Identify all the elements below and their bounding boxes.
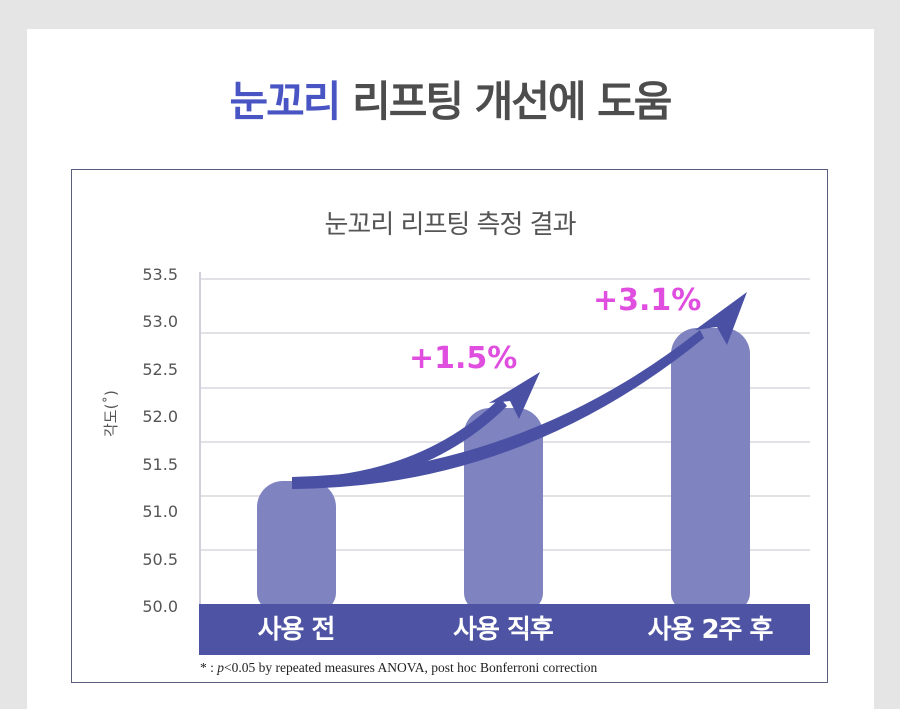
footnote: * : p<0.05 by repeated measures ANOVA, p…: [200, 660, 597, 676]
y-tick: 50.0: [142, 597, 178, 616]
headline-rest: 리프팅 개선에 도움: [339, 77, 672, 126]
category-label: 사용 전: [257, 615, 336, 645]
increase-annotation-1: +1.5%: [409, 341, 518, 376]
page-headline: 눈꼬리 리프팅 개선에 도움: [0, 72, 900, 132]
gridline: [201, 332, 810, 334]
y-tick: 52.0: [142, 407, 178, 426]
y-tick: 52.5: [142, 360, 178, 379]
footnote-star: * :: [200, 660, 218, 675]
arrow-icon: [292, 292, 747, 489]
y-tick: 53.5: [142, 265, 178, 284]
y-axis-line: [199, 272, 201, 606]
footnote-p: p: [217, 660, 225, 675]
category-label: 사용 직후: [453, 615, 554, 645]
chart-title: 눈꼬리 리프팅 측정 결과: [324, 210, 577, 240]
bar-two-weeks-after: [671, 328, 750, 611]
y-tick: 50.5: [142, 550, 178, 569]
footnote-text: <0.05 by repeated measures ANOVA, post h…: [224, 660, 598, 675]
category-label: 사용 2주 후: [647, 615, 774, 645]
bar-before-use: [257, 481, 336, 611]
y-tick: 53.0: [142, 312, 178, 331]
headline-accent: 눈꼬리: [229, 77, 342, 126]
increase-annotation-2: +3.1%: [593, 283, 702, 318]
y-tick: 51.0: [142, 502, 178, 521]
y-tick: 51.5: [142, 455, 178, 474]
gridline: [201, 278, 810, 280]
gridline: [201, 387, 810, 389]
category-band: [199, 604, 810, 655]
